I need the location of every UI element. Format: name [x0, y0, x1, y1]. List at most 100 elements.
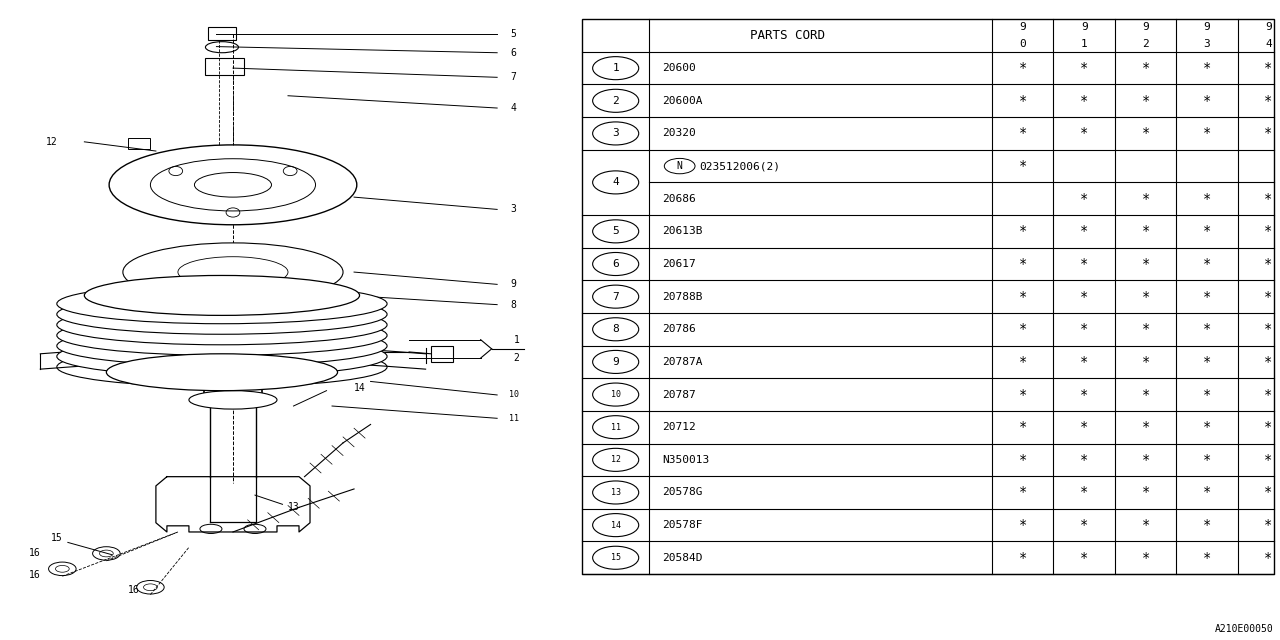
- Text: *: *: [1019, 290, 1027, 303]
- Text: 16: 16: [128, 586, 140, 595]
- Text: 20600A: 20600A: [662, 96, 703, 106]
- Text: *: *: [1265, 192, 1272, 205]
- Ellipse shape: [84, 275, 360, 316]
- Text: 4: 4: [612, 177, 620, 188]
- Text: *: *: [1019, 551, 1027, 564]
- Text: *: *: [1019, 159, 1027, 173]
- Bar: [128, 138, 151, 149]
- Text: *: *: [1080, 257, 1088, 271]
- Ellipse shape: [92, 547, 120, 560]
- Text: 12: 12: [46, 137, 58, 147]
- Text: *: *: [1142, 192, 1149, 205]
- Text: *: *: [1265, 486, 1272, 499]
- Text: *: *: [1265, 355, 1272, 369]
- Text: 10: 10: [508, 390, 518, 399]
- Text: 20617: 20617: [662, 259, 695, 269]
- Text: *: *: [1203, 257, 1211, 271]
- Ellipse shape: [49, 562, 76, 575]
- Text: 20712: 20712: [662, 422, 695, 432]
- Ellipse shape: [56, 316, 387, 355]
- Text: *: *: [1142, 94, 1149, 108]
- Text: *: *: [1203, 420, 1211, 434]
- Bar: [431, 346, 453, 362]
- Text: *: *: [1203, 290, 1211, 303]
- Text: *: *: [1080, 225, 1088, 238]
- Text: *: *: [1142, 127, 1149, 140]
- Text: *: *: [1080, 192, 1088, 205]
- Text: *: *: [1265, 225, 1272, 238]
- Text: *: *: [1019, 127, 1027, 140]
- Text: 20788B: 20788B: [662, 292, 703, 301]
- Text: 14: 14: [611, 520, 621, 530]
- Text: 10: 10: [611, 390, 621, 399]
- Text: 6: 6: [511, 48, 517, 58]
- Text: 20787A: 20787A: [662, 357, 703, 367]
- Ellipse shape: [56, 347, 387, 387]
- Text: PARTS CORD: PARTS CORD: [750, 29, 824, 42]
- Text: 20786: 20786: [662, 324, 695, 334]
- Text: 9: 9: [1265, 22, 1272, 32]
- Text: N350013: N350013: [662, 455, 709, 465]
- Text: 20320: 20320: [662, 129, 695, 138]
- Text: 2: 2: [1142, 39, 1149, 49]
- Text: N: N: [677, 161, 682, 171]
- Ellipse shape: [137, 580, 164, 594]
- Text: 9: 9: [612, 357, 620, 367]
- Text: *: *: [1142, 355, 1149, 369]
- Text: *: *: [1265, 453, 1272, 467]
- Text: *: *: [1203, 192, 1211, 205]
- Ellipse shape: [56, 284, 387, 324]
- Text: 9: 9: [1203, 22, 1211, 32]
- Bar: [582, 19, 1274, 574]
- Text: *: *: [1080, 323, 1088, 336]
- Text: 20600: 20600: [662, 63, 695, 73]
- Text: 20787: 20787: [662, 390, 695, 399]
- Text: 7: 7: [612, 292, 620, 301]
- Text: *: *: [1142, 420, 1149, 434]
- Text: *: *: [1019, 94, 1027, 108]
- Text: *: *: [1142, 225, 1149, 238]
- Text: *: *: [1080, 420, 1088, 434]
- Ellipse shape: [189, 390, 276, 409]
- Text: *: *: [1019, 388, 1027, 401]
- Text: *: *: [1080, 453, 1088, 467]
- Text: 11: 11: [508, 414, 518, 423]
- Text: 13: 13: [288, 502, 300, 513]
- Text: 20578F: 20578F: [662, 520, 703, 530]
- Text: *: *: [1203, 518, 1211, 532]
- Text: *: *: [1080, 94, 1088, 108]
- Text: *: *: [1080, 551, 1088, 564]
- Text: 8: 8: [511, 300, 517, 310]
- Text: *: *: [1142, 486, 1149, 499]
- Text: *: *: [1265, 551, 1272, 564]
- Text: 15: 15: [611, 553, 621, 563]
- Text: *: *: [1019, 323, 1027, 336]
- Text: *: *: [1080, 127, 1088, 140]
- Text: *: *: [1203, 127, 1211, 140]
- Text: *: *: [1142, 388, 1149, 401]
- Text: 9: 9: [511, 280, 517, 289]
- Ellipse shape: [56, 294, 387, 334]
- Text: *: *: [1142, 551, 1149, 564]
- Text: *: *: [1203, 486, 1211, 499]
- Text: 14: 14: [355, 383, 366, 392]
- Text: 4: 4: [511, 103, 517, 113]
- Text: *: *: [1080, 290, 1088, 303]
- Text: *: *: [1142, 323, 1149, 336]
- Text: *: *: [1265, 518, 1272, 532]
- Text: 9: 9: [1080, 22, 1088, 32]
- Bar: [209, 27, 236, 40]
- Ellipse shape: [56, 326, 387, 366]
- Text: 15: 15: [51, 533, 63, 543]
- Text: 20613B: 20613B: [662, 227, 703, 236]
- Text: *: *: [1265, 420, 1272, 434]
- Text: 023512006(2): 023512006(2): [699, 161, 780, 171]
- Text: *: *: [1265, 323, 1272, 336]
- Text: 20584D: 20584D: [662, 553, 703, 563]
- Text: *: *: [1019, 518, 1027, 532]
- Text: 2: 2: [513, 353, 520, 363]
- Text: 12: 12: [611, 455, 621, 465]
- Text: *: *: [1019, 453, 1027, 467]
- Text: *: *: [1265, 61, 1272, 75]
- Text: *: *: [1142, 518, 1149, 532]
